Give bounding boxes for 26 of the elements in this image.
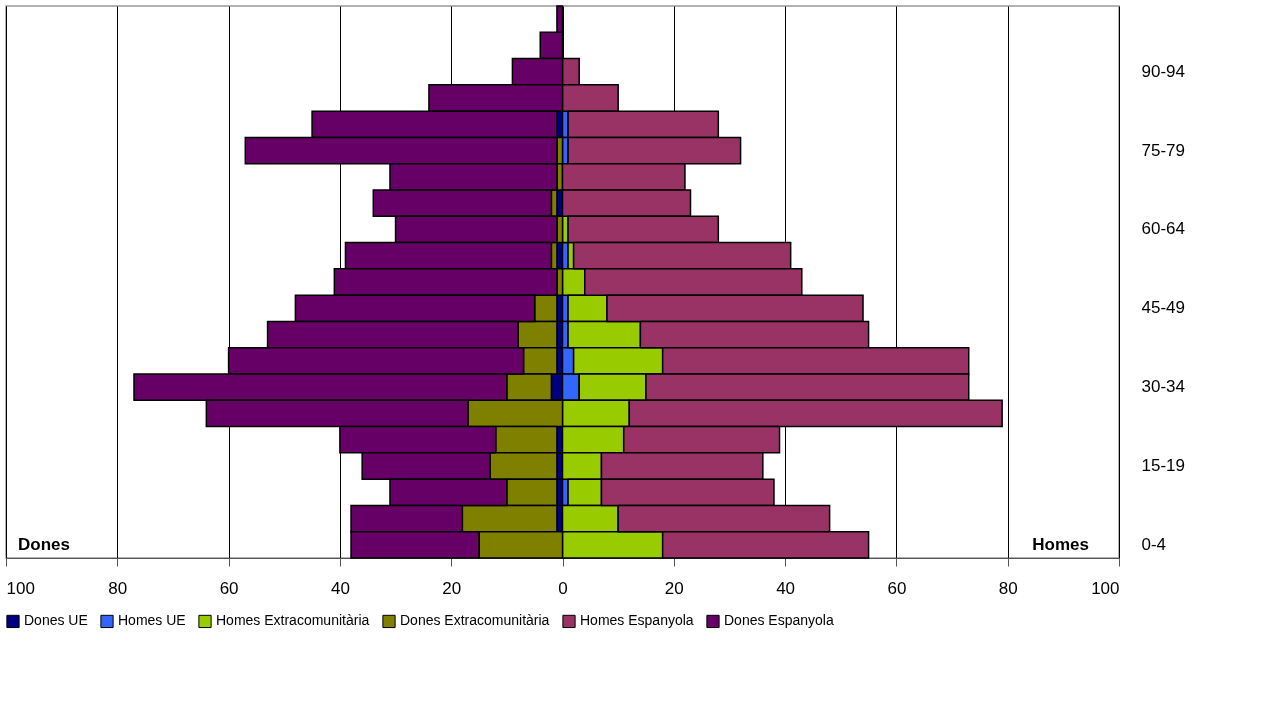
x-tick-label: 100 [6, 578, 35, 598]
legend-label: Dones Extracomunitària [400, 612, 550, 629]
legend-label: Dones UE [24, 612, 88, 629]
y-tick-label: 0-4 [1141, 534, 1167, 554]
x-tick-label: 100 [1091, 578, 1120, 598]
legend-label: Homes Extracomunitària [216, 612, 370, 629]
x-tick-label: 20 [664, 578, 684, 598]
y-tick-label: 90-94 [1141, 61, 1185, 81]
x-tick-label: 80 [998, 578, 1018, 598]
y-tick-label: 30-34 [1141, 377, 1185, 397]
x-tick-label: 80 [108, 578, 128, 598]
x-tick-label: 40 [330, 578, 350, 598]
legend-label: Homes UE [118, 612, 186, 629]
x-tick-label: 20 [442, 578, 462, 598]
x-tick-label: 40 [776, 578, 796, 598]
annotation: Dones [18, 535, 70, 554]
x-tick-label: 60 [887, 578, 907, 598]
y-tick-label: 15-19 [1141, 456, 1185, 475]
x-tick-label: 0 [558, 578, 568, 598]
y-tick-label: 75-79 [1141, 140, 1185, 160]
y-tick-label: 60-64 [1141, 219, 1185, 239]
legend-label: Dones Espanyola [724, 612, 834, 629]
legend-label: Homes Espanyola [580, 612, 694, 629]
annotation: Homes [1032, 535, 1089, 554]
x-tick-label: 60 [219, 578, 239, 598]
y-tick-label: 45-49 [1141, 298, 1185, 318]
